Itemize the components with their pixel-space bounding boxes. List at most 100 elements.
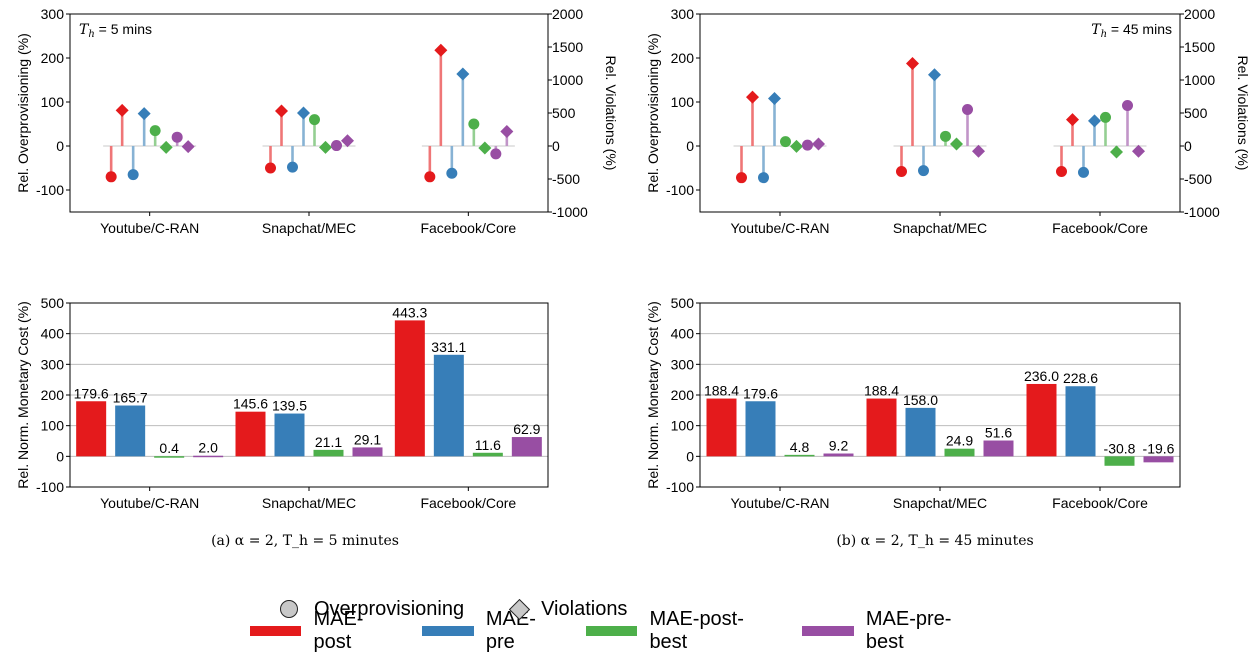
panel-3-bar-mae-pre-youtube-c-ran <box>115 405 146 457</box>
panel-4-xtick-label-snapchat-mec: Snapchat/MEC <box>893 495 987 511</box>
panel-2-point-violations-mae-pre-youtube-c-ran <box>768 91 781 105</box>
panel-2-point-violations-mae-pre-snapchat-mec <box>928 68 941 82</box>
panel-2-point-violations-mae-post-best-facebook-core <box>1110 145 1123 159</box>
panel-2-point-overprov-mae-post-best-snapchat-mec <box>940 130 951 142</box>
panel-4-data-label-mae-post-youtube-c-ran: 188.4 <box>704 383 739 399</box>
panel-3-ytick-label: 500 <box>41 295 65 311</box>
panel-2-point-overprov-mae-pre-snapchat-mec <box>918 165 929 177</box>
panel-4-ylabel: Rel. Norm. Monetary Cost (%) <box>645 301 661 488</box>
panel-3-ytick-label: 100 <box>41 418 65 434</box>
panel-1-ytick-right-label: -1000 <box>552 204 588 220</box>
panel-3-xtick-label-facebook-core: Facebook/Core <box>420 495 516 511</box>
panel-3-data-label-mae-post-youtube-c-ran: 179.6 <box>74 385 109 401</box>
panel-2-point-violations-mae-post-snapchat-mec <box>906 57 919 70</box>
panel-4-bar-mae-pre-best-youtube-c-ran <box>823 453 854 457</box>
panel-2-point-violations-mae-post-best-youtube-c-ran <box>790 139 803 153</box>
panel-3-bar-mae-pre-best-snapchat-mec <box>352 447 383 457</box>
caption-b: (b) α = 2, T_h = 45 minutes <box>836 533 1034 549</box>
panel-2-point-overprov-mae-post-facebook-core <box>1056 166 1067 178</box>
panel-2-ytick-label: 100 <box>671 94 695 110</box>
panel-1-annotation: Th = 5 mins <box>79 21 152 40</box>
panel-1-point-violations-mae-post-best-facebook-core <box>478 141 492 155</box>
panel-3-bar-mae-pre-best-youtube-c-ran <box>193 455 224 458</box>
panel-1-point-overprov-mae-post-snapchat-mec <box>265 162 276 174</box>
panel-1-xtick-label-facebook-core: Facebook/Core <box>420 220 516 236</box>
panel-3-bar-mae-post-best-facebook-core <box>472 452 503 457</box>
mae-post-swatch <box>250 626 302 636</box>
legend-label-mae-pre: MAE-pre <box>485 608 536 653</box>
panel-1-ytick-right-label: 2000 <box>552 6 583 22</box>
panel-3-ylabel: Rel. Norm. Monetary Cost (%) <box>15 301 31 488</box>
panel-4-ytick-label: 500 <box>671 295 695 311</box>
panel-3-ytick-label: -100 <box>36 479 64 495</box>
panel-1-ytick-label: 200 <box>41 50 65 66</box>
legend-item-mae-pre: MAE-pre <box>422 608 564 654</box>
panel-3-data-label-mae-pre-best-facebook-core: 62.9 <box>513 421 540 437</box>
panel-4-bar-mae-pre-snapchat-mec <box>905 407 936 457</box>
panel-3-data-label-mae-post-best-snapchat-mec: 21.1 <box>315 434 342 450</box>
caption-a: (a) α = 2, T_h = 5 minutes <box>211 533 399 549</box>
panel-2-xtick-label-facebook-core: Facebook/Core <box>1052 220 1148 236</box>
panel-2-ylabel-right: Rel. Violations (%) <box>1235 56 1248 171</box>
panel-3-data-label-mae-post-best-youtube-c-ran: 0.4 <box>159 440 179 456</box>
panel-1-point-violations-mae-pre-facebook-core <box>456 67 470 81</box>
panel-3-data-label-mae-post-facebook-core: 443.3 <box>392 304 427 320</box>
panel-2-ytick-right-label: 1500 <box>1184 39 1215 55</box>
panel-1-point-violations-mae-post-youtube-c-ran <box>115 103 129 117</box>
panel-2-point-overprov-mae-post-best-youtube-c-ran <box>780 136 791 148</box>
panel-1-point-overprov-mae-pre-snapchat-mec <box>287 161 298 173</box>
legend-label-mae-pre-best: MAE-pre-best <box>865 608 952 653</box>
panel-2-ytick-label: -100 <box>666 182 694 198</box>
panel-2-point-overprov-mae-pre-youtube-c-ran <box>758 172 769 184</box>
panel-4-ytick-label: -100 <box>666 479 694 495</box>
panel-1-ytick-label: 0 <box>56 138 64 154</box>
panel-3-xtick-label-snapchat-mec: Snapchat/MEC <box>262 495 356 511</box>
legend-marker-row: Overprovisioning Violations <box>250 598 1010 620</box>
panel-4-data-label-mae-post-snapchat-mec: 188.4 <box>864 383 899 399</box>
panel-4-xtick-label-facebook-core: Facebook/Core <box>1052 495 1148 511</box>
legend-overprovisioning-label: Overprovisioning <box>314 597 465 620</box>
panel-4-ytick-label: 100 <box>671 418 695 434</box>
legend-violations-label: Violations <box>541 597 628 620</box>
panel-2-ytick-right-label: 2000 <box>1184 6 1215 22</box>
panel-1-point-overprov-mae-pre-best-youtube-c-ran <box>171 131 183 143</box>
mae-pre-swatch <box>422 626 474 636</box>
mae-pre-best-swatch <box>802 626 854 636</box>
panel-1-point-overprov-mae-pre-best-facebook-core <box>490 148 502 160</box>
panel-4-bar-mae-post-snapchat-mec <box>866 398 897 457</box>
panel-4-bar-mae-post-best-snapchat-mec <box>944 448 975 457</box>
panel-4-data-label-mae-post-facebook-core: 236.0 <box>1024 368 1059 384</box>
panel-2-point-overprov-mae-post-best-facebook-core <box>1100 111 1111 123</box>
panel-3-bar-mae-post-youtube-c-ran <box>76 401 107 457</box>
panel-2-point-overprov-mae-post-snapchat-mec <box>896 166 907 178</box>
panel-3-ytick-label: 0 <box>56 448 64 464</box>
panel-4-bar-mae-post-youtube-c-ran <box>706 398 737 457</box>
panel-1-xtick-label-youtube-c-ran: Youtube/C-RAN <box>100 220 199 236</box>
legend: Overprovisioning Violations MAE-post MAE… <box>250 598 1010 653</box>
panel-3-data-label-mae-pre-youtube-c-ran: 165.7 <box>113 390 148 406</box>
panel-2-xtick-label-snapchat-mec: Snapchat/MEC <box>893 220 987 236</box>
panel-4-bar-mae-pre-youtube-c-ran <box>745 401 776 457</box>
panel-4-data-label-mae-post-best-snapchat-mec: 24.9 <box>946 433 973 449</box>
panel-1-point-overprov-mae-post-best-facebook-core <box>468 118 480 130</box>
panel-1-ytick-right-label: 1000 <box>552 72 583 88</box>
panel-1-point-violations-mae-pre-snapchat-mec <box>297 106 310 120</box>
panel-3-data-label-mae-post-snapchat-mec: 145.6 <box>233 396 268 412</box>
panel-4-data-label-mae-pre-snapchat-mec: 158.0 <box>903 392 938 408</box>
panel-4-bar-mae-post-facebook-core <box>1026 383 1057 457</box>
panel-2-ytick-label: 200 <box>671 50 695 66</box>
panel-3-bar-mae-pre-facebook-core <box>433 354 464 457</box>
panel-4-bar-mae-post-best-youtube-c-ran <box>784 454 815 457</box>
panel-1-ytick-label: 100 <box>41 94 65 110</box>
panel-1-point-overprov-mae-pre-best-snapchat-mec <box>331 140 342 152</box>
panel-1-ytick-label: -100 <box>36 182 64 198</box>
panel-4-bar-mae-pre-facebook-core <box>1065 386 1096 457</box>
legend-item-mae-post: MAE-post <box>250 608 400 654</box>
panel-4-ytick-label: 0 <box>686 448 694 464</box>
panel-2-point-overprov-mae-pre-best-youtube-c-ran <box>802 139 813 151</box>
panel-4-data-label-mae-pre-youtube-c-ran: 179.6 <box>743 385 778 401</box>
panel-4-ytick-label: 300 <box>671 356 695 372</box>
panel-3-bar-mae-post-best-youtube-c-ran <box>154 456 185 458</box>
panel-1-ytick-right-label: 500 <box>552 105 576 121</box>
